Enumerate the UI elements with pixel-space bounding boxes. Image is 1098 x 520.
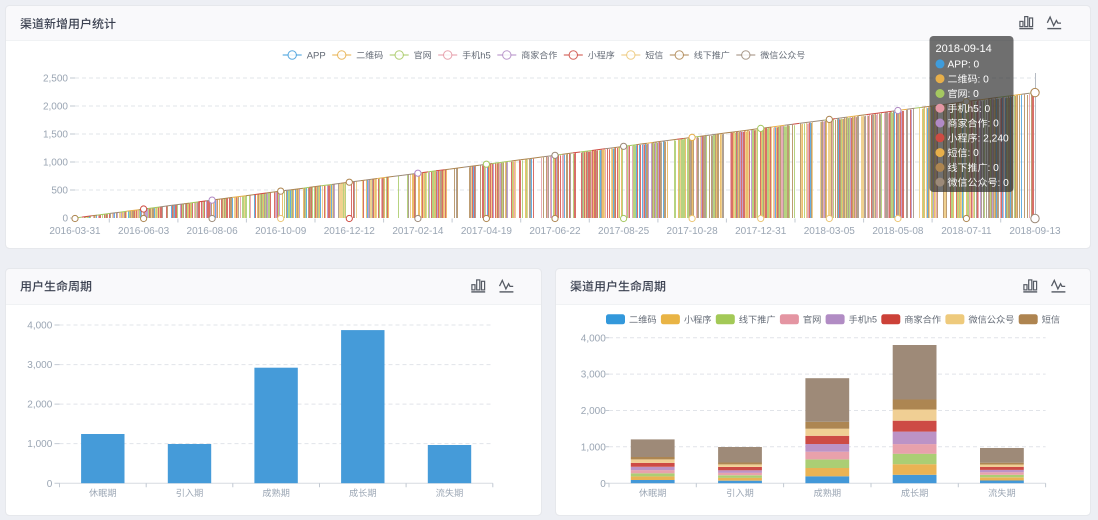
svg-text:2017-10-28: 2017-10-28 <box>667 226 719 237</box>
svg-text:0: 0 <box>47 479 53 490</box>
svg-text:: 0: : 0 <box>988 119 1000 130</box>
svg-text:h5: h5 <box>867 315 877 325</box>
svg-text:2,000: 2,000 <box>581 406 606 417</box>
svg-text:: 0: : 0 <box>968 89 980 100</box>
svg-text:: 0: : 0 <box>988 163 1000 174</box>
svg-text:4,000: 4,000 <box>581 333 606 344</box>
svg-text:APP: 0: APP: 0 <box>948 60 980 71</box>
svg-text:2017-06-22: 2017-06-22 <box>529 226 581 237</box>
svg-text:3,000: 3,000 <box>27 360 52 371</box>
svg-text:2,000: 2,000 <box>43 102 68 113</box>
svg-text:: 0: : 0 <box>998 178 1010 189</box>
svg-text:2017-12-31: 2017-12-31 <box>735 226 787 237</box>
svg-text:APP: APP <box>307 50 326 61</box>
svg-text:1,500: 1,500 <box>43 130 68 141</box>
svg-text:: 2,240: : 2,240 <box>978 133 1009 144</box>
svg-text:: 0: : 0 <box>978 74 990 85</box>
svg-text:: 0: : 0 <box>968 148 980 159</box>
svg-text:2017-08-25: 2017-08-25 <box>598 226 650 237</box>
svg-text:0: 0 <box>600 479 606 490</box>
svg-text:h5: h5 <box>480 50 491 61</box>
svg-text:1,000: 1,000 <box>43 158 68 169</box>
svg-text:2018-09-13: 2018-09-13 <box>1009 226 1061 237</box>
svg-text:2016-03-31: 2016-03-31 <box>49 226 101 237</box>
svg-text:h5: 0: h5: 0 <box>968 104 991 115</box>
svg-text:2017-02-14: 2017-02-14 <box>392 226 444 237</box>
svg-text:4,000: 4,000 <box>27 321 52 332</box>
svg-text:0: 0 <box>62 214 68 225</box>
svg-text:2017-04-19: 2017-04-19 <box>461 226 513 237</box>
svg-text:2,500: 2,500 <box>43 74 68 85</box>
svg-text:2018-09-14: 2018-09-14 <box>936 43 992 55</box>
svg-text:2016-12-12: 2016-12-12 <box>324 226 376 237</box>
svg-text:2016-06-03: 2016-06-03 <box>118 226 170 237</box>
svg-text:2016-08-06: 2016-08-06 <box>187 226 239 237</box>
svg-text:2018-05-08: 2018-05-08 <box>872 226 924 237</box>
svg-text:2018-03-05: 2018-03-05 <box>804 226 856 237</box>
svg-text:2016-10-09: 2016-10-09 <box>255 226 307 237</box>
svg-text:2018-07-11: 2018-07-11 <box>941 226 992 237</box>
svg-text:1,000: 1,000 <box>27 439 52 450</box>
svg-text:3,000: 3,000 <box>581 370 606 381</box>
svg-text:500: 500 <box>51 186 68 197</box>
svg-text:1,000: 1,000 <box>581 442 606 453</box>
svg-text:2,000: 2,000 <box>27 400 52 411</box>
